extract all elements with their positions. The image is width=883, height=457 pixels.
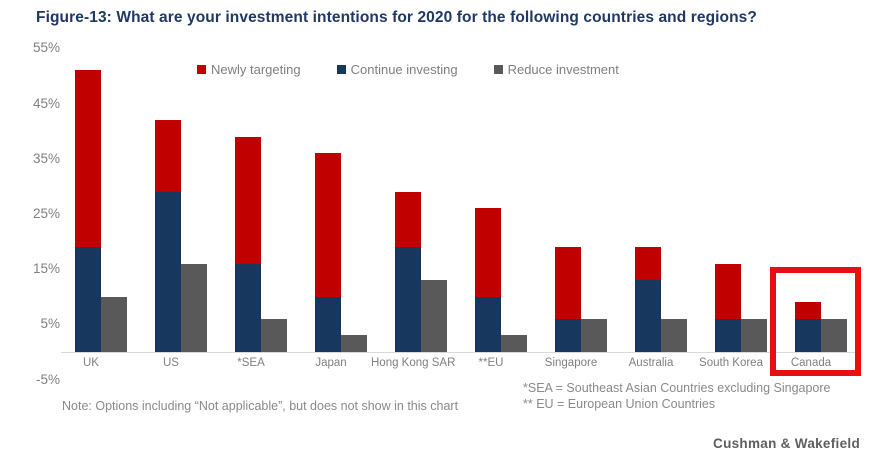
category-label-canada: Canada — [790, 357, 832, 369]
y-axis-tick-35: 35% — [32, 150, 60, 166]
category-label-sea: *SEA — [237, 357, 265, 369]
bar-continue-investing-us — [155, 191, 181, 352]
bar-newly-targeting-japan — [315, 153, 341, 297]
y-axis-tick-55: 55% — [32, 40, 60, 56]
bar-continue-investing-singapore — [555, 318, 581, 352]
legend-item-newly-targeting: Newly targeting — [197, 62, 301, 77]
legend-label-continue-investing: Continue investing — [350, 62, 458, 77]
legend-marker-newly-targeting — [197, 65, 206, 74]
legend-label-newly-targeting: Newly targeting — [211, 62, 301, 77]
attribution-cushman-wakefield: Cushman & Wakefield — [713, 436, 860, 451]
bar-newly-targeting-hong-kong-sar — [395, 191, 421, 248]
category-label-south-korea: South Korea — [699, 357, 763, 369]
bar-reduce-investment-canada — [821, 318, 847, 352]
bar-reduce-investment-japan — [341, 335, 367, 352]
y-axis-tick-15: 15% — [32, 261, 60, 277]
y-axis-tick--5: -5% — [35, 371, 60, 387]
legend-item-continue-investing: Continue investing — [336, 62, 458, 77]
category-label-us: US — [163, 357, 179, 369]
bar-continue-investing-hong-kong-sar — [395, 247, 421, 352]
bar-continue-investing-canada — [795, 318, 821, 352]
legend-marker-continue-investing — [336, 65, 346, 74]
bar-reduce-investment-singapore — [581, 318, 607, 352]
bar-newly-targeting-sea — [235, 136, 261, 264]
bar-newly-targeting-singapore — [555, 247, 581, 319]
bar-newly-targeting-australia — [635, 247, 661, 281]
bar-newly-targeting-south-korea — [715, 263, 741, 319]
note-not-applicable: Note: Options including “Not applicable”… — [62, 399, 459, 413]
category-label-hong-kong-sar: Hong Kong SAR — [371, 357, 456, 369]
canada-highlight-box — [770, 267, 861, 376]
y-axis-tick-45: 45% — [32, 95, 60, 111]
bar-continue-investing-uk — [75, 247, 101, 352]
note-eu-definition: ** EU = European Union Countries — [523, 397, 716, 411]
category-label-singapore: Singapore — [544, 357, 598, 369]
bar-reduce-investment-eu — [501, 335, 527, 352]
chart-title: Figure-13: What are your investment inte… — [36, 9, 757, 26]
bar-reduce-investment-us — [181, 263, 207, 352]
legend: Newly targeting Continue investing Reduce … — [197, 62, 619, 77]
bar-continue-investing-south-korea — [715, 318, 741, 352]
category-label-eu: **EU — [478, 357, 504, 369]
legend-item-reduce-investment: Reduce investment — [493, 62, 619, 77]
legend-marker-reduce-investment — [493, 65, 503, 74]
bar-reduce-investment-australia — [661, 318, 687, 352]
note-sea-definition: *SEA = Southeast Asian Countries excludi… — [523, 381, 831, 395]
bar-newly-targeting-us — [155, 120, 181, 192]
bar-newly-targeting-canada — [795, 302, 821, 319]
category-label-japan: Japan — [315, 357, 347, 369]
bar-continue-investing-sea — [235, 263, 261, 352]
category-label-uk: UK — [83, 357, 99, 369]
bar-reduce-investment-hong-kong-sar — [421, 280, 447, 352]
bar-continue-investing-japan — [315, 296, 341, 352]
bar-newly-targeting-eu — [475, 208, 501, 297]
bar-reduce-investment-sea — [261, 318, 287, 352]
bar-newly-targeting-uk — [75, 70, 101, 248]
y-axis-tick-5: 5% — [40, 316, 60, 332]
y-axis-tick-25: 25% — [32, 206, 60, 221]
category-label-australia: Australia — [628, 357, 674, 369]
legend-label-reduce-investment: Reduce investment — [507, 62, 619, 77]
bar-continue-investing-australia — [635, 280, 661, 352]
bar-reduce-investment-south-korea — [741, 318, 767, 352]
bar-continue-investing-eu — [475, 296, 501, 352]
x-axis-line — [61, 352, 861, 353]
bar-reduce-investment-uk — [101, 296, 127, 352]
